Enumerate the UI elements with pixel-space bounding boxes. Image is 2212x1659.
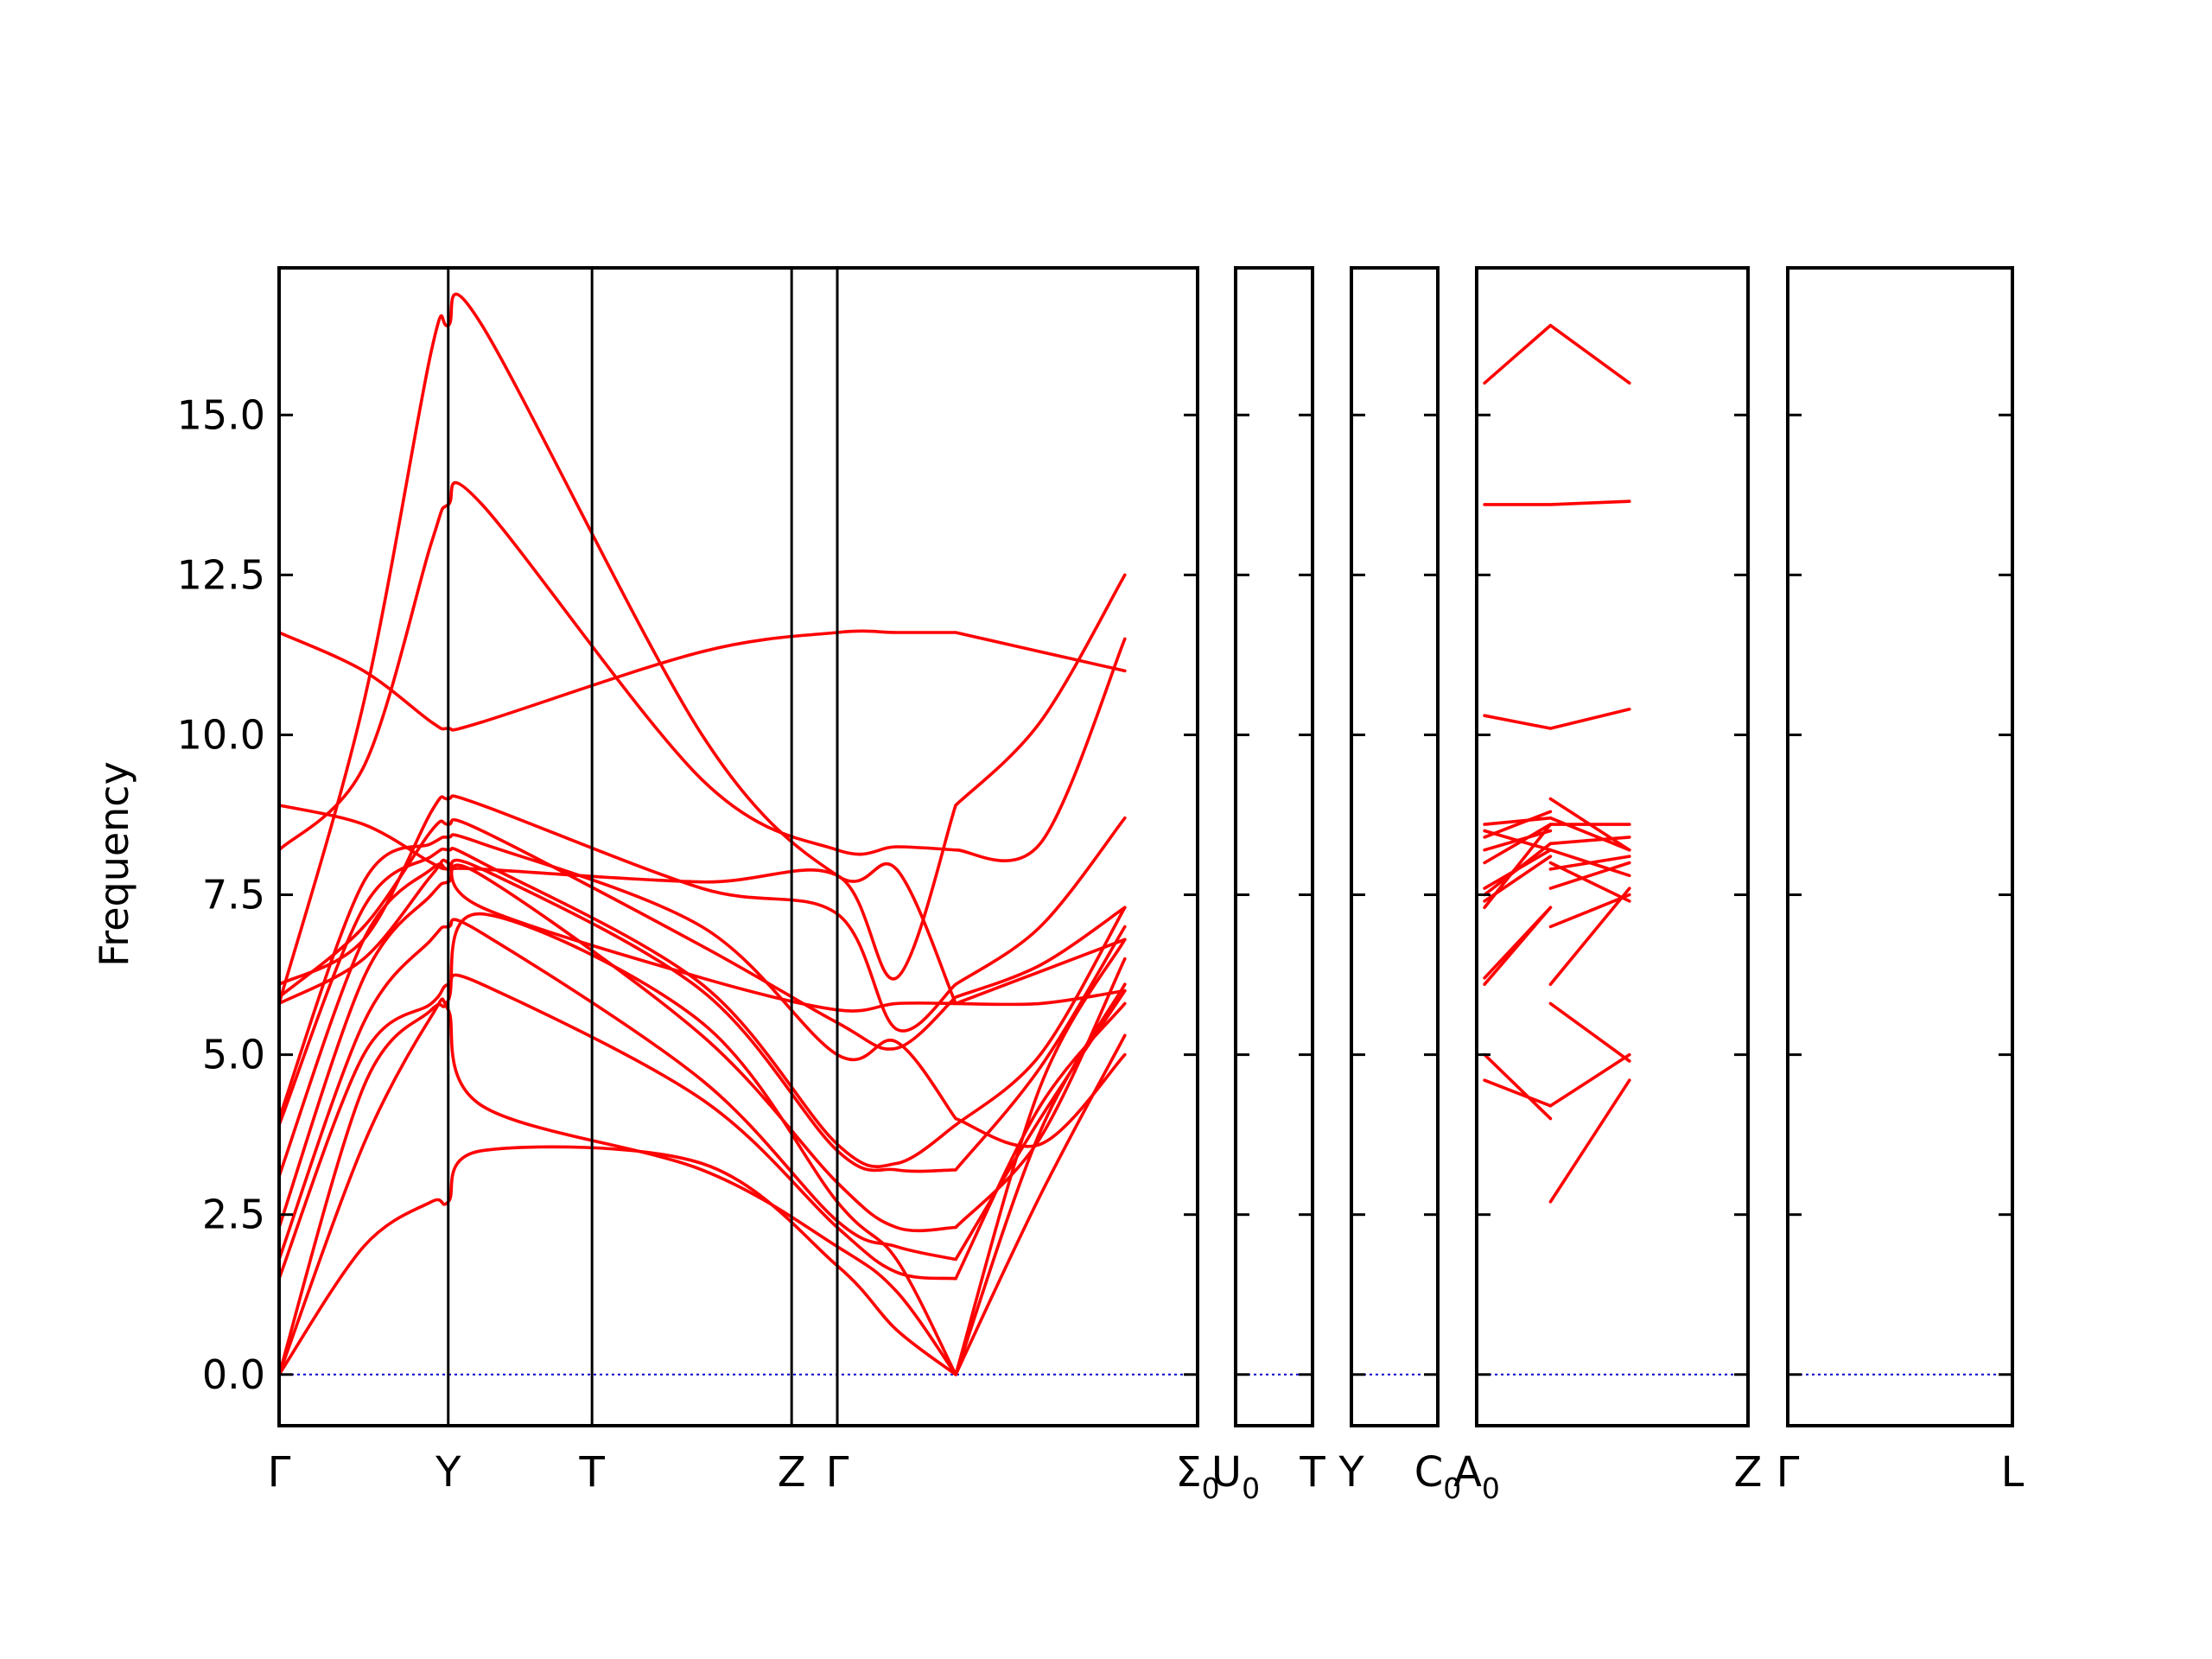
panel-frame <box>1475 266 1750 1427</box>
band-8 <box>279 847 1127 1169</box>
x-tick-label: T <box>578 1448 605 1497</box>
x-tick-label: Y <box>435 1448 461 1497</box>
band-12 <box>1483 797 1631 852</box>
band-5 <box>279 918 1127 1262</box>
band-14 <box>1483 323 1631 385</box>
panel-3: Y C0 <box>1338 266 1462 1505</box>
band-6 <box>279 863 1127 1233</box>
panel-1: 0.02.55.07.510.012.515.0Γ Y T Z Γ Σ0 <box>177 266 1220 1505</box>
x-tick-label: Γ <box>826 1448 849 1497</box>
band-4 <box>1483 855 1631 903</box>
band-13 <box>279 480 1127 862</box>
y-axis-label: Frequency <box>91 761 137 967</box>
band-1 <box>279 1033 1127 1376</box>
band-1 <box>1483 1078 1631 1204</box>
band-16 <box>279 292 1127 1007</box>
bands <box>279 292 1127 1376</box>
band-11 <box>1483 829 1631 986</box>
panel-frame <box>1234 266 1314 1427</box>
x-tick-label: Y <box>1338 1448 1364 1497</box>
band-2 <box>279 982 1127 1376</box>
y-tick-label: 0.0 <box>202 1351 265 1398</box>
panel-frame <box>1786 266 2014 1427</box>
band-6 <box>1483 823 1631 865</box>
y-tick-label: 2.5 <box>202 1192 265 1238</box>
x-tick-label: C0 <box>1414 1448 1462 1505</box>
band-16 <box>1483 1052 1631 1121</box>
x-tick-label: T <box>1299 1448 1325 1497</box>
band-10 <box>279 858 1127 1013</box>
y-tick-label: 5.0 <box>202 1032 265 1078</box>
x-tick-label: U0 <box>1211 1448 1260 1505</box>
band-13 <box>1483 499 1631 506</box>
panel-frame <box>1350 266 1440 1427</box>
band-15 <box>279 629 1127 732</box>
x-tick-label: Σ0 <box>1175 1448 1219 1505</box>
x-tick-label: L <box>2001 1448 2024 1497</box>
y-tick-label: 12.5 <box>177 551 265 598</box>
band-11 <box>279 817 1127 1051</box>
band-2 <box>1483 906 1631 1063</box>
band-3 <box>279 912 1127 1376</box>
bands <box>1483 323 1631 1204</box>
panel-frame <box>277 266 1199 1427</box>
band-15 <box>1483 708 1631 730</box>
x-tick-label: Γ <box>268 1448 291 1497</box>
y-tick-label: 10.0 <box>177 711 265 758</box>
band-12 <box>279 794 1127 1033</box>
band-4 <box>279 973 1127 1281</box>
band-10 <box>1483 842 1631 897</box>
y-tick-label: 15.0 <box>177 391 265 438</box>
band-9 <box>1483 861 1631 980</box>
panel-2: U0 T <box>1211 266 1325 1505</box>
x-tick-label: Γ <box>1777 1448 1800 1497</box>
x-tick-label: A0 <box>1453 1448 1500 1505</box>
band-14 <box>279 573 1127 981</box>
x-tick-label: Z <box>778 1448 806 1497</box>
x-tick-label: Z <box>1734 1448 1763 1497</box>
y-tick-label: 7.5 <box>202 872 265 918</box>
panel-4: A0 Z <box>1453 266 1763 1505</box>
band-9 <box>279 833 1127 1148</box>
